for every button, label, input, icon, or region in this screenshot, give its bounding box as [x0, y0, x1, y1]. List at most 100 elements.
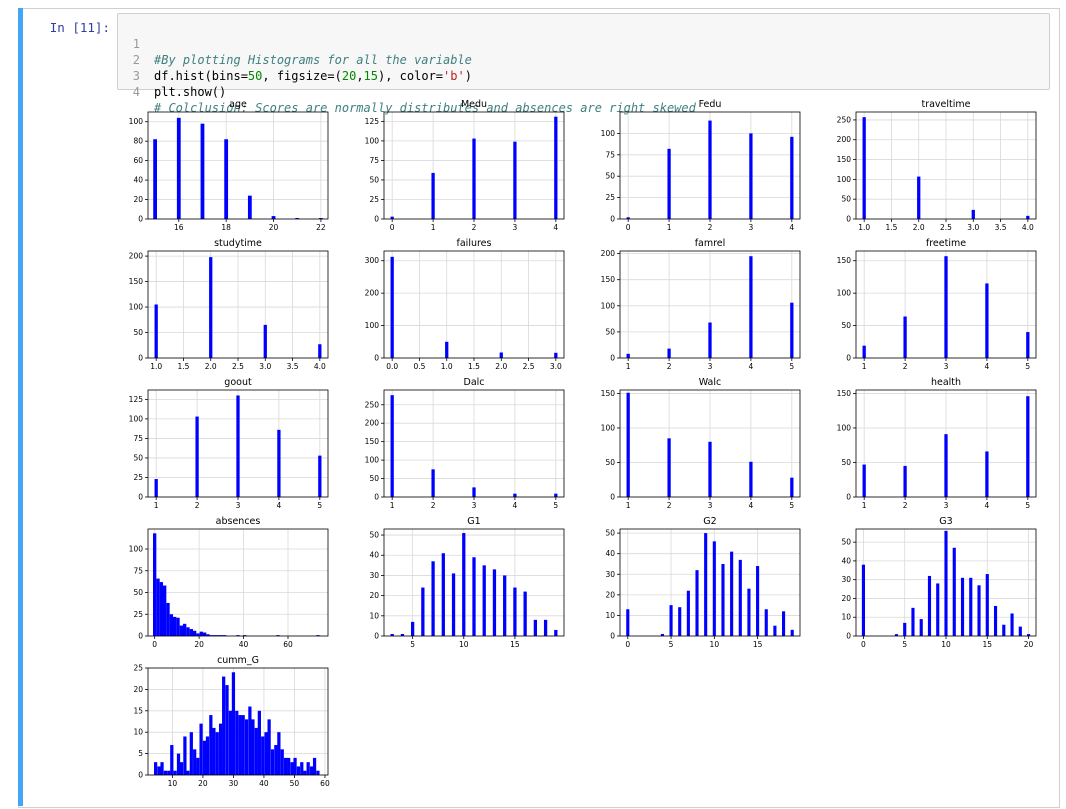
code-token: 20 — [341, 69, 357, 83]
histogram-bar — [431, 469, 435, 497]
histogram-bar — [499, 352, 503, 358]
histogram-bar — [195, 416, 199, 497]
code-line: 3 plt.show() — [118, 52, 226, 99]
code-token: 15 — [363, 69, 378, 83]
code-token: , — [356, 69, 364, 83]
y-tick-label: 50 — [369, 474, 379, 483]
histogram-bar — [708, 120, 712, 219]
histogram-bar — [293, 757, 297, 775]
y-tick-label: 25 — [605, 193, 615, 202]
x-tick-label: 2.5 — [232, 362, 244, 371]
x-tick-label: 3 — [749, 223, 754, 232]
selected-cell-indicator — [18, 8, 23, 806]
x-tick-label: 1 — [667, 223, 672, 232]
code-editor[interactable]: 1 #By plotting Histograms for all the va… — [117, 13, 1050, 115]
x-tick-label: 10 — [459, 640, 469, 649]
histogram-bar — [1018, 626, 1022, 636]
y-tick-label: 15 — [133, 706, 143, 715]
histogram-bar — [219, 635, 223, 636]
y-tick-label: 0 — [138, 215, 143, 224]
histogram-bar — [183, 623, 187, 636]
x-tick-label: 2 — [667, 501, 672, 510]
histogram-bar — [173, 616, 177, 636]
x-tick-label: 3.0 — [967, 223, 979, 232]
histogram-bar — [708, 441, 712, 497]
histogram-bar — [503, 575, 507, 636]
histogram-cumm_G: cumm_G 10 20 30 40 50 60 0 5 10 15 20 25 — [133, 655, 329, 788]
y-tick-label: 75 — [133, 566, 143, 575]
histogram-bar — [669, 605, 673, 636]
y-tick-label: 150 — [601, 389, 616, 398]
histogram-bar — [153, 139, 157, 219]
histogram-bar — [189, 629, 193, 636]
y-tick-label: 20 — [605, 590, 615, 599]
histogram-bar — [296, 766, 301, 775]
line-number: 4 — [132, 85, 140, 99]
y-tick-label: 0 — [374, 354, 379, 363]
histogram-bar — [782, 611, 786, 636]
histogram-bar — [960, 577, 965, 636]
y-tick-label: 0 — [138, 493, 143, 502]
y-tick-label: 30 — [369, 571, 379, 580]
x-tick-label: 2.5 — [523, 362, 535, 371]
histogram-bar — [862, 464, 866, 497]
histogram-bar — [903, 465, 907, 497]
histogram-traveltime: traveltime 1.0 1.5 2.0 2.5 3.0 3.5 4.0 0 50 100 150… — [837, 99, 1037, 232]
histogram-Fedu: Fedu 0 1 2 3 4 0 25 50 75 100 — [601, 99, 801, 232]
x-tick-label: 15 — [753, 640, 763, 649]
histogram-bar — [756, 566, 760, 636]
histogram-bar — [274, 745, 278, 775]
y-tick-label: 25 — [133, 610, 143, 619]
y-tick-label: 10 — [133, 728, 143, 737]
x-tick-label: 2.5 — [940, 223, 952, 232]
histogram-bar — [790, 136, 794, 219]
histogram-bar — [667, 148, 671, 219]
x-tick-label: 1.0 — [858, 223, 870, 232]
histogram-bar — [159, 582, 163, 636]
y-tick-label: 40 — [133, 176, 143, 185]
histogram-bar — [319, 218, 323, 219]
histogram-bar — [156, 578, 160, 636]
y-tick-label: 75 — [133, 434, 143, 443]
histogram-absences: absences 0 20 40 60 0 25 50 75 100 — [129, 516, 329, 649]
histogram-age: age 16 18 20 22 0 20 40 60 80 100 — [129, 99, 329, 232]
histogram-bar — [203, 632, 207, 636]
histogram-bar — [248, 706, 252, 775]
histogram-bar — [626, 353, 630, 358]
y-tick-label: 0 — [138, 354, 143, 363]
y-tick-label: 40 — [841, 556, 851, 565]
x-tick-label: 3.5 — [995, 223, 1007, 232]
histogram-bar — [747, 588, 751, 636]
histogram-bar — [944, 434, 948, 497]
x-tick-label: 16 — [174, 223, 184, 232]
y-tick-label: 150 — [837, 256, 852, 265]
x-tick-label: 40 — [259, 779, 269, 788]
histogram-failures: failures 0.0 0.5 1.0 1.5 2.0 2.5 3.0 0 100 200 300 — [365, 238, 565, 371]
histogram-bar — [790, 477, 794, 497]
chart-title: G3 — [939, 516, 952, 527]
histogram-bar — [390, 395, 394, 497]
x-tick-label: 3 — [944, 362, 949, 371]
y-tick-label: 100 — [601, 423, 616, 432]
chart-title: G2 — [703, 516, 716, 527]
histogram-bar — [303, 770, 307, 775]
histogram-bar — [157, 766, 161, 775]
histogram-bar — [243, 635, 247, 636]
histogram-bar — [160, 762, 164, 775]
histogram-bar — [712, 541, 716, 636]
y-tick-label: 0 — [138, 632, 143, 641]
histogram-bar — [179, 625, 183, 636]
histogram-bar — [513, 493, 517, 497]
chart-title: Medu — [461, 99, 487, 110]
y-tick-label: 100 — [837, 175, 852, 184]
histogram-bar — [462, 533, 466, 636]
histogram-bar — [917, 176, 921, 219]
y-tick-label: 200 — [129, 252, 144, 261]
x-tick-label: 5 — [317, 501, 322, 510]
histogram-bar — [318, 455, 322, 497]
histogram-bar — [513, 141, 517, 219]
histogram-bar — [554, 352, 558, 358]
histogram-bar — [153, 533, 157, 636]
x-tick-label: 20 — [194, 640, 204, 649]
code-line: 4 # Colclusion: Scores are normally dist… — [118, 68, 696, 115]
